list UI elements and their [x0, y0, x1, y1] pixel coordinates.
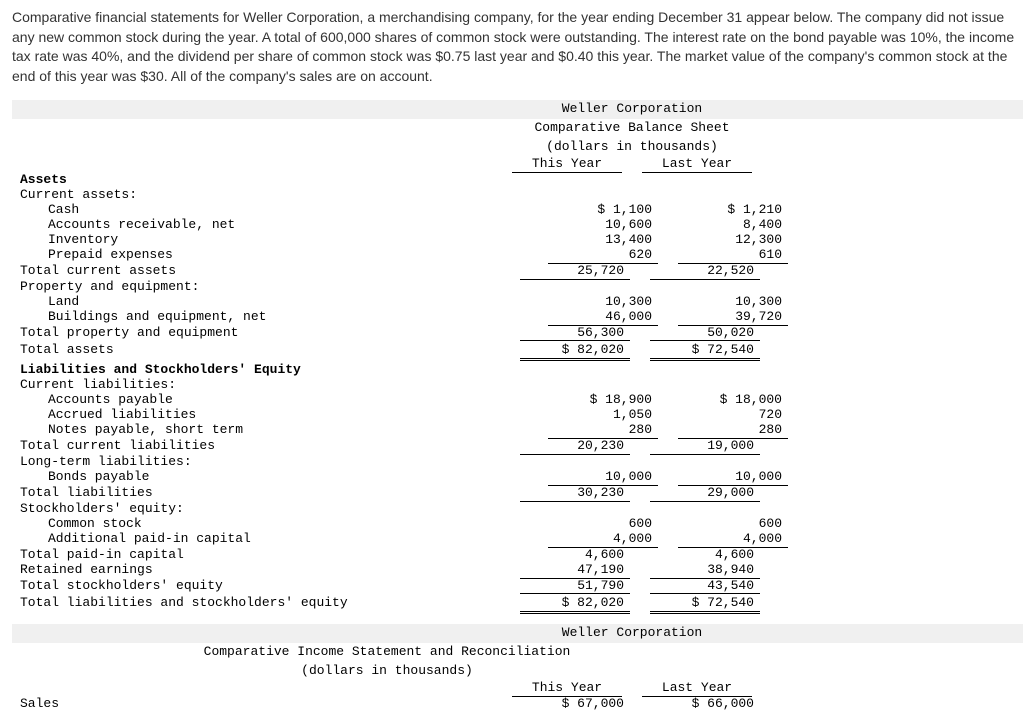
row-total-stockholders-equity: Total stockholders' equity51,79043,540 [12, 579, 1023, 595]
col-header-this-year: This Year [512, 157, 622, 173]
is-title-statement: Comparative Income Statement and Reconci… [12, 643, 762, 662]
income-statement-table: Weller Corporation Comparative Income St… [12, 624, 1023, 712]
row-inventory: Inventory13,40012,300 [12, 233, 1023, 248]
bs-title-statement: Comparative Balance Sheet [502, 119, 762, 138]
row-total-assets: Total assets$ 82,020$ 72,540 [12, 343, 1023, 361]
section-stockholders-equity: Stockholders' equity: [12, 502, 1023, 517]
row-sales: Sales$ 67,000$ 66,000 [12, 697, 1023, 712]
bs-title-company: Weller Corporation [502, 100, 762, 119]
section-liabilities-equity: Liabilities and Stockholders' Equity [12, 363, 1023, 378]
row-land: Land10,30010,300 [12, 295, 1023, 310]
row-accounts-receivable: Accounts receivable, net10,6008,400 [12, 218, 1023, 233]
bs-title-units: (dollars in thousands) [502, 138, 762, 157]
row-notes-payable: Notes payable, short term280280 [12, 423, 1023, 439]
row-bonds-payable: Bonds payable10,00010,000 [12, 470, 1023, 486]
section-current-liabilities: Current liabilities: [12, 378, 1023, 393]
section-long-term-liabilities: Long-term liabilities: [12, 455, 1023, 470]
row-additional-paid-in-capital: Additional paid-in capital4,0004,000 [12, 532, 1023, 548]
row-total-property-equipment: Total property and equipment56,30050,020 [12, 326, 1023, 342]
row-accounts-payable: Accounts payable$ 18,900$ 18,000 [12, 393, 1023, 408]
row-total-liabilities: Total liabilities30,23029,000 [12, 486, 1023, 502]
is-col-header-last-year: Last Year [642, 681, 752, 697]
col-header-last-year: Last Year [642, 157, 752, 173]
row-prepaid-expenses: Prepaid expenses620610 [12, 248, 1023, 264]
row-retained-earnings: Retained earnings47,19038,940 [12, 563, 1023, 579]
balance-sheet-table: Weller Corporation Comparative Balance S… [12, 100, 1023, 614]
row-total-current-liabilities: Total current liabilities20,23019,000 [12, 439, 1023, 455]
is-title-company: Weller Corporation [502, 624, 762, 643]
row-total-current-assets: Total current assets25,72022,520 [12, 264, 1023, 280]
row-buildings-equipment: Buildings and equipment, net46,00039,720 [12, 310, 1023, 326]
is-title-units: (dollars in thousands) [12, 662, 762, 681]
is-col-header-this-year: This Year [512, 681, 622, 697]
section-property-equipment: Property and equipment: [12, 280, 1023, 295]
intro-paragraph: Comparative financial statements for Wel… [12, 8, 1023, 86]
row-cash: Cash$ 1,100$ 1,210 [12, 203, 1023, 218]
section-assets: Assets [12, 173, 1023, 188]
row-common-stock: Common stock600600 [12, 517, 1023, 532]
section-current-assets: Current assets: [12, 188, 1023, 203]
row-accrued-liabilities: Accrued liabilities1,050720 [12, 408, 1023, 423]
row-total-liabilities-equity: Total liabilities and stockholders' equi… [12, 596, 1023, 614]
row-total-paid-in-capital: Total paid-in capital4,6004,600 [12, 548, 1023, 563]
